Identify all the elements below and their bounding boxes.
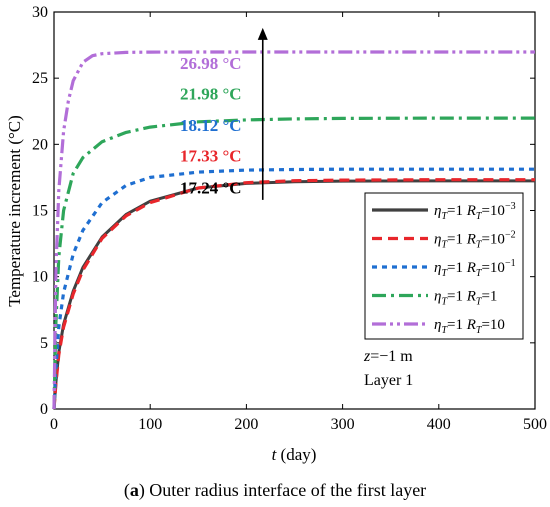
series-line-4 [52, 116, 535, 410]
final-value-label-4: 17.33 °C [180, 147, 242, 166]
x-tick-label: 0 [50, 416, 58, 433]
legend-box [364, 192, 524, 340]
x-tick-label: 500 [523, 416, 547, 433]
series-line-2 [52, 178, 535, 410]
layer-note: Layer 1 [364, 372, 413, 389]
series-line-3 [52, 167, 535, 410]
y-tick-label: 0 [40, 401, 48, 418]
legend-label-1: ηT=1 RT=10−3 [434, 201, 516, 222]
final-value-label-3: 18.12 °C [180, 116, 242, 135]
x-tick-label: 400 [427, 416, 451, 433]
x-tick-label: 200 [234, 416, 258, 433]
legend-label-2: ηT=1 RT=10−2 [434, 230, 516, 251]
y-axis-title: Temperature increment (°C) [5, 115, 24, 307]
y-tick-label: 15 [32, 203, 48, 220]
legend-label-3: ηT=1 RT=10−1 [434, 258, 516, 279]
axis-ticks: 0 100 200 300 400 500 0 5 10 15 20 25 30 [32, 4, 547, 433]
y-tick-label: 30 [32, 4, 48, 21]
y-tick-label: 10 [32, 269, 48, 286]
annotation-layer: 26.98 °C 21.98 °C 18.12 °C 17.33 °C 17.24 °C [180, 54, 242, 197]
legend-label-4: ηT=1 RT=1 [434, 289, 497, 308]
x-axis-title: t (day) [272, 445, 317, 464]
legend: ηT=1 RT=10−3 ηT=1 RT=10−2 ηT=1 RT=10−1 ηT=1… [372, 201, 516, 336]
series-line-5 [52, 50, 535, 410]
increase-arrow-head [257, 27, 268, 40]
arrow-layer [257, 27, 268, 200]
x-tick-label: 300 [331, 416, 355, 433]
final-value-label-5: 17.24 °C [180, 178, 242, 197]
y-tick-label: 20 [32, 136, 48, 153]
x-tick-label: 100 [138, 416, 162, 433]
y-tick-label: 25 [32, 70, 48, 87]
legend-label-5: ηT=1 RT=10 [434, 317, 505, 336]
y-tick-label: 5 [40, 335, 48, 352]
final-value-label-2: 21.98 °C [180, 84, 242, 103]
depth-note: z=−1 m [363, 348, 413, 365]
figure-caption: (a) Outer radius interface of the first … [124, 480, 426, 501]
series-layer [52, 50, 535, 410]
final-value-label-1: 26.98 °C [180, 54, 242, 73]
